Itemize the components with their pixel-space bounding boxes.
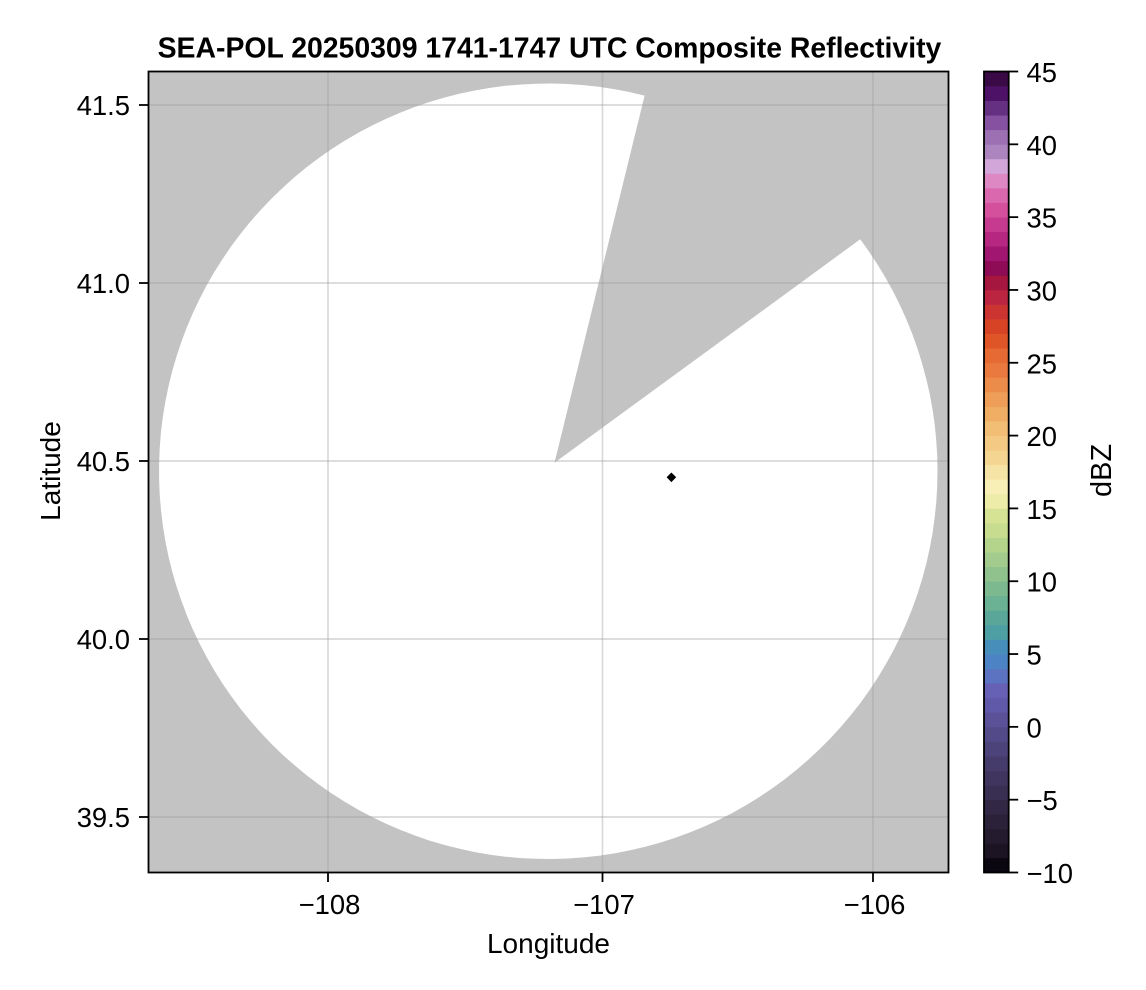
- svg-text:35: 35: [1027, 203, 1057, 234]
- svg-text:40.5: 40.5: [77, 446, 130, 477]
- svg-text:Longitude: Longitude: [487, 928, 610, 959]
- svg-text:20: 20: [1027, 421, 1057, 452]
- svg-text:41.0: 41.0: [77, 268, 130, 299]
- svg-text:−108: −108: [299, 889, 361, 920]
- svg-text:40.0: 40.0: [77, 624, 130, 655]
- svg-text:41.5: 41.5: [77, 90, 130, 121]
- svg-text:−107: −107: [573, 889, 635, 920]
- svg-text:10: 10: [1027, 567, 1057, 598]
- svg-text:SEA-POL 20250309 1741-1747 UTC: SEA-POL 20250309 1741-1747 UTC Composite…: [158, 32, 942, 64]
- svg-text:39.5: 39.5: [77, 802, 130, 833]
- svg-text:Latitude: Latitude: [35, 421, 66, 521]
- svg-text:5: 5: [1027, 640, 1042, 671]
- svg-text:25: 25: [1027, 348, 1057, 379]
- svg-text:0: 0: [1027, 712, 1042, 743]
- svg-text:15: 15: [1027, 494, 1057, 525]
- svg-text:−106: −106: [844, 889, 906, 920]
- svg-text:45: 45: [1027, 57, 1057, 88]
- svg-text:dBZ: dBZ: [1086, 444, 1118, 497]
- svg-text:−10: −10: [1027, 858, 1073, 889]
- svg-text:40: 40: [1027, 130, 1057, 161]
- svg-text:30: 30: [1027, 275, 1057, 306]
- svg-text:−5: −5: [1027, 785, 1058, 816]
